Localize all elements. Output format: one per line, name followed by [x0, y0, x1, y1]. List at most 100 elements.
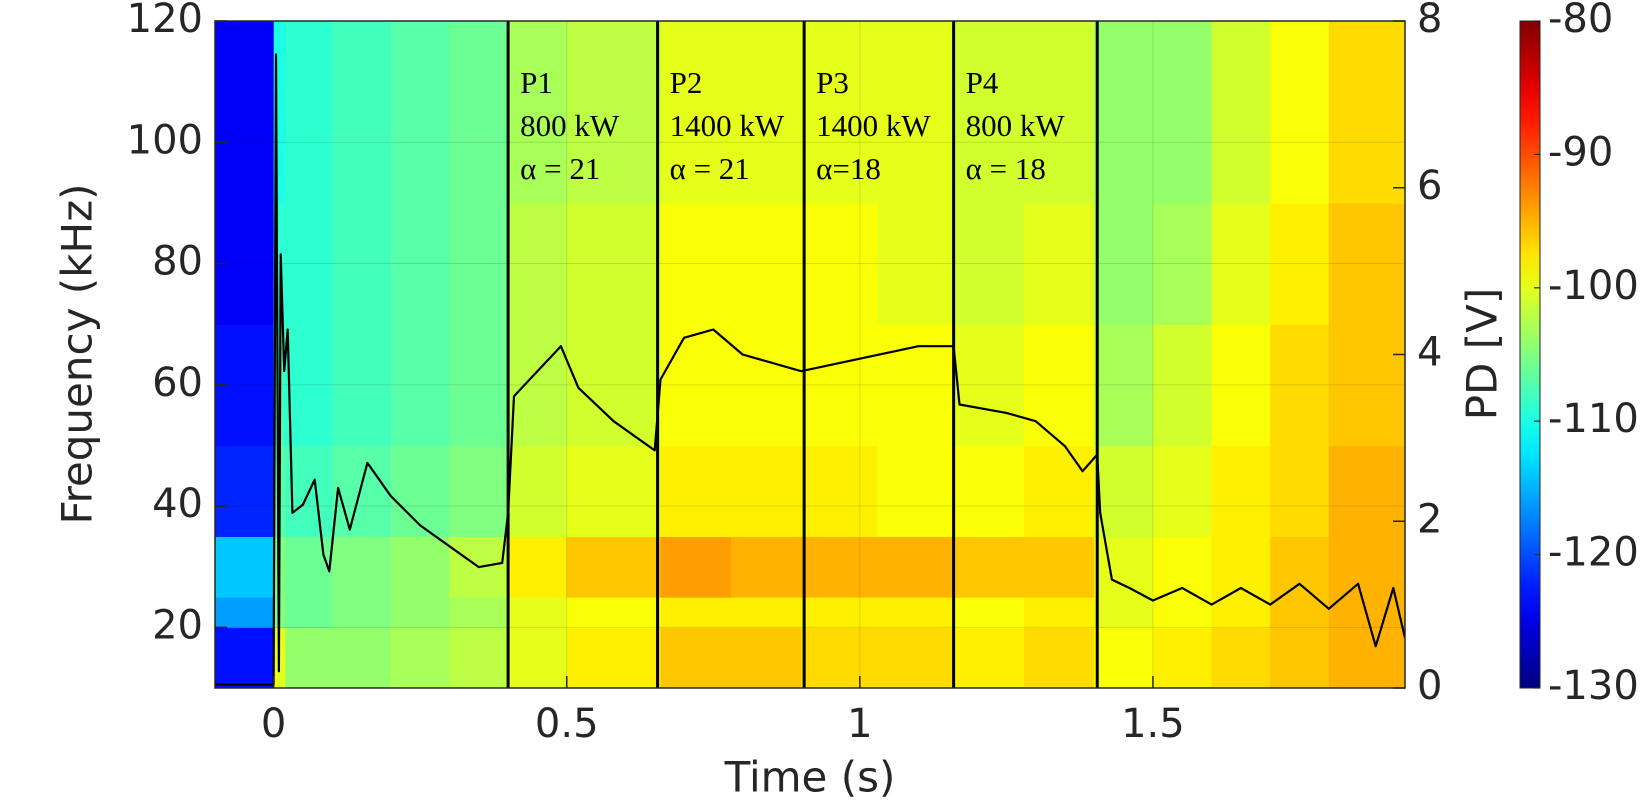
heatmap-cell — [508, 627, 568, 688]
heatmap-cell — [877, 21, 955, 204]
y2-tick-label: 8 — [1417, 0, 1442, 42]
heatmap-cell — [877, 536, 955, 598]
heatmap-cell — [508, 445, 568, 538]
heatmap-cell — [953, 627, 1025, 688]
heatmap-cell — [566, 627, 662, 688]
y2-tick-label: 6 — [1417, 163, 1442, 209]
phase-annotation: α = 18 — [966, 151, 1046, 186]
heatmap-cell — [215, 21, 275, 204]
heatmap-cell — [1152, 597, 1213, 628]
heatmap-cell — [332, 21, 392, 204]
colorbar-tick-label: -90 — [1548, 129, 1613, 175]
heatmap-cell — [508, 21, 568, 204]
heatmap-cell — [730, 627, 802, 688]
heatmap-cell — [660, 21, 732, 204]
colorbar-tick-label: -100 — [1548, 263, 1639, 309]
heatmap-cell — [660, 627, 732, 688]
heatmap-cell — [215, 597, 275, 628]
phase-annotation: 1400 kW — [670, 108, 785, 143]
heatmap-cell — [1270, 445, 1330, 538]
y2-tick-label: 0 — [1417, 663, 1442, 709]
x-axis-label: Time (s) — [724, 753, 896, 800]
heatmap-cell — [953, 21, 1025, 204]
heatmap-cell — [1023, 536, 1095, 598]
phase-annotation: P4 — [966, 65, 999, 100]
heatmap-cell — [1023, 445, 1095, 538]
heatmap-cell — [508, 324, 568, 447]
heatmap-cell — [953, 202, 1025, 325]
heatmap-cell — [566, 445, 662, 538]
heatmap-cell — [508, 202, 568, 325]
heatmap-cell — [215, 536, 275, 598]
heatmap-cell — [1152, 627, 1213, 688]
heatmap-cell — [801, 445, 879, 538]
phase-annotation: P3 — [816, 65, 849, 100]
x-tick-label: 0 — [261, 701, 286, 747]
phase-annotation: 800 kW — [966, 108, 1066, 143]
y2-tick-label: 2 — [1417, 496, 1442, 542]
heatmap-cell — [285, 597, 333, 628]
plot-area — [215, 21, 1405, 688]
heatmap-cell — [1328, 627, 1405, 688]
heatmap-cell — [285, 202, 333, 325]
colorbar-tick-label: -110 — [1548, 396, 1639, 442]
heatmap-cell — [1211, 324, 1271, 447]
heatmap-cell — [801, 597, 879, 628]
heatmap-cell — [390, 445, 451, 538]
heatmap-cell — [953, 445, 1025, 538]
x-tick-label: 0.5 — [535, 701, 599, 747]
heatmap-cell — [801, 324, 879, 447]
heatmap-cell — [730, 536, 802, 598]
heatmap-cell — [1328, 202, 1405, 325]
heatmap-cell — [449, 627, 509, 688]
phase-annotation: α = 21 — [670, 151, 750, 186]
heatmap-cell — [390, 597, 451, 628]
heatmap-cell — [1211, 21, 1271, 204]
heatmap-cell — [1152, 21, 1213, 204]
heatmap-cell — [1094, 445, 1154, 538]
heatmap-cell — [332, 202, 392, 325]
heatmap-cell — [953, 536, 1025, 598]
heatmap-cell — [1023, 21, 1095, 204]
heatmap-cell — [332, 324, 392, 447]
heatmap-cell — [1094, 324, 1154, 447]
heatmap-cell — [801, 536, 879, 598]
phase-annotation: P1 — [520, 65, 553, 100]
pd-line — [215, 53, 1405, 686]
heatmap-cell — [332, 627, 392, 688]
heatmap-cell — [332, 445, 392, 538]
heatmap-cell — [801, 202, 879, 325]
heatmap-cell — [449, 597, 509, 628]
heatmap-cell — [285, 627, 333, 688]
heatmap-cell — [449, 445, 509, 538]
y-axis-label: Frequency (kHz) — [53, 183, 102, 524]
heatmap-cell — [285, 324, 333, 447]
heatmap-cell — [730, 597, 802, 628]
heatmap-cell — [390, 324, 451, 447]
heatmap-cell — [1328, 536, 1405, 598]
heatmap-cell — [730, 324, 802, 447]
heatmap-cell — [877, 597, 955, 628]
heatmap-cell — [449, 324, 509, 447]
heatmap-cell — [1211, 627, 1271, 688]
heatmap-cell — [1328, 445, 1405, 538]
heatmap-cell — [390, 536, 451, 598]
heatmap-cell — [877, 445, 955, 538]
colorbar-tick-label: -120 — [1548, 530, 1639, 576]
heatmap-cell — [508, 597, 568, 628]
heatmap-cell — [566, 597, 662, 628]
heatmap-cell — [285, 21, 333, 204]
heatmap-cell — [1023, 627, 1095, 688]
heatmap-cell — [1094, 627, 1154, 688]
heatmap-cell — [877, 202, 955, 325]
phase-annotation: α=18 — [816, 151, 881, 186]
heatmap-cell — [1094, 536, 1154, 598]
heatmap-cell — [566, 202, 662, 325]
heatmap-cell — [215, 627, 275, 688]
heatmap-cell — [801, 21, 879, 204]
heatmap-cell — [1094, 202, 1154, 325]
heatmap-cell — [660, 324, 732, 447]
heatmap-cell — [1211, 445, 1271, 538]
